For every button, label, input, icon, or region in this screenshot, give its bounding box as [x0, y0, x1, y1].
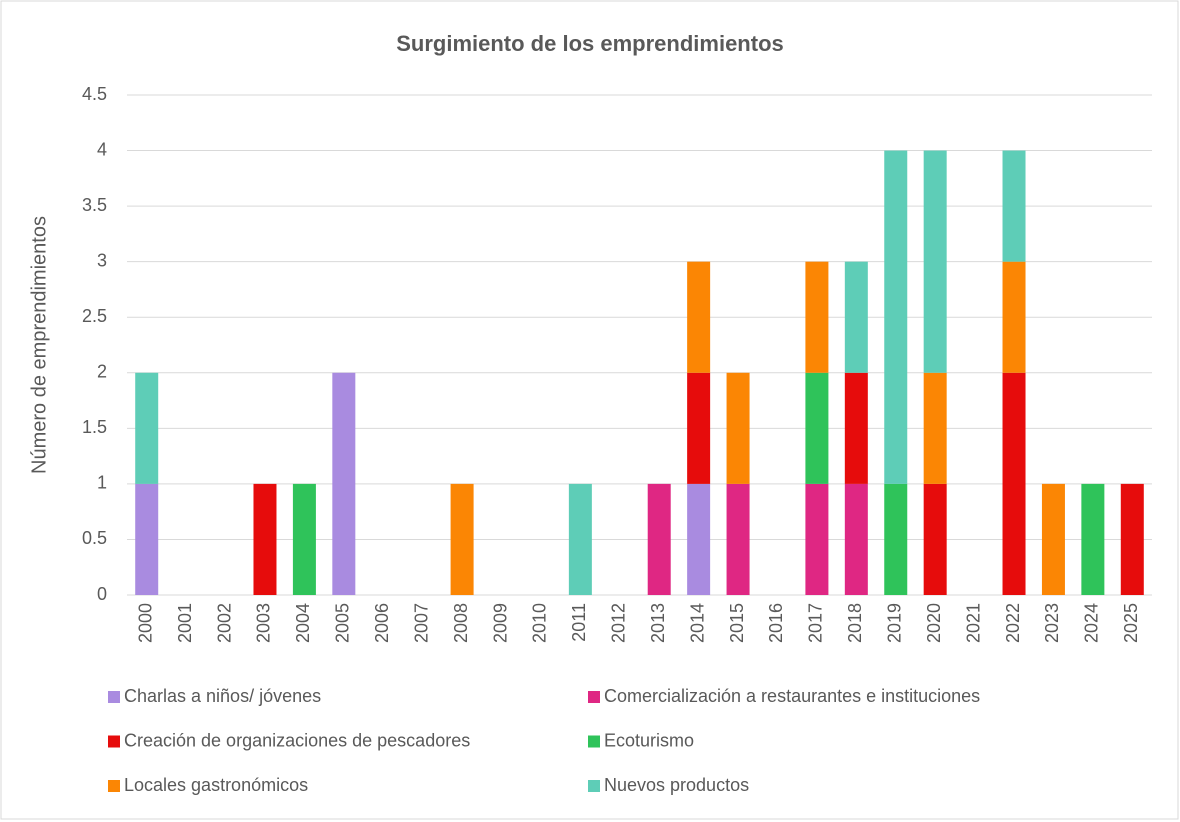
bar-segment [687, 372, 711, 484]
legend-label: Comercialización a restaurantes e instit… [604, 686, 980, 706]
bar-segment [687, 483, 711, 595]
bar-segment [805, 483, 829, 595]
bar-segment [1002, 261, 1026, 373]
x-tick-label: 2023 [1042, 603, 1062, 643]
bar-segment [253, 483, 277, 595]
bar-segment [1002, 150, 1026, 262]
y-tick-label: 1 [97, 473, 107, 493]
x-tick-label: 2001 [175, 603, 195, 643]
bar-segment [805, 261, 829, 373]
x-tick-label: 2024 [1082, 603, 1102, 643]
x-tick-label: 2025 [1121, 603, 1141, 643]
legend-label: Creación de organizaciones de pescadores [124, 730, 470, 750]
bar-segment [687, 261, 711, 373]
y-tick-label: 0 [97, 584, 107, 604]
x-tick-label: 2008 [451, 603, 471, 643]
x-tick-label: 2013 [648, 603, 668, 643]
y-tick-label: 2 [97, 362, 107, 382]
bar-segment [450, 483, 474, 595]
x-tick-label: 2012 [609, 603, 629, 643]
bar-segment [726, 483, 750, 595]
legend-swatch [588, 691, 600, 703]
legend-swatch [588, 780, 600, 792]
bar-segment [923, 372, 947, 484]
bar-segment [844, 261, 868, 373]
x-tick-label: 2006 [372, 603, 392, 643]
x-tick-label: 2017 [806, 603, 826, 643]
y-tick-label: 4 [97, 139, 107, 159]
bar-segment [884, 483, 908, 595]
y-tick-label: 3 [97, 250, 107, 270]
y-axis-label: Número de emprendimientos [28, 216, 50, 474]
x-tick-label: 2000 [135, 603, 155, 643]
x-tick-label: 2018 [845, 603, 865, 643]
y-tick-label: 2.5 [82, 306, 107, 326]
x-tick-label: 2005 [333, 603, 353, 643]
bar-segment [135, 483, 159, 595]
x-tick-label: 2003 [254, 603, 274, 643]
bar-segment [1002, 372, 1026, 595]
chart-title: Surgimiento de los emprendimientos [396, 31, 784, 56]
x-tick-label: 2021 [963, 603, 983, 643]
x-tick-label: 2020 [924, 603, 944, 643]
legend-label: Nuevos productos [604, 775, 749, 795]
x-tick-label: 2019 [885, 603, 905, 643]
bar-segment [332, 372, 356, 595]
bar-segment [647, 483, 671, 595]
y-tick-label: 0.5 [82, 528, 107, 548]
legend-label: Ecoturismo [604, 730, 694, 750]
bar-segment [726, 372, 750, 484]
bar-segment [135, 372, 159, 484]
x-tick-label: 2007 [411, 603, 431, 643]
legend-swatch [108, 780, 120, 792]
x-tick-label: 2022 [1003, 603, 1023, 643]
bar-segment [923, 150, 947, 373]
bar-segment [805, 372, 829, 484]
bar-segment [1081, 483, 1105, 595]
bar-segment [844, 372, 868, 484]
x-tick-label: 2016 [766, 603, 786, 643]
x-tick-label: 2009 [490, 603, 510, 643]
bar-segment [568, 483, 592, 595]
legend-label: Locales gastronómicos [124, 775, 308, 795]
y-tick-label: 3.5 [82, 195, 107, 215]
bar-segment [292, 483, 316, 595]
bar-segment [1120, 483, 1144, 595]
y-tick-label: 1.5 [82, 417, 107, 437]
bar-segment [884, 150, 908, 484]
y-tick-label: 4.5 [82, 84, 107, 104]
legend-swatch [108, 735, 120, 748]
x-tick-label: 2014 [687, 603, 707, 643]
x-tick-label: 2010 [530, 603, 550, 643]
bar-segment [844, 483, 868, 595]
legend-swatch [588, 735, 600, 748]
bar-segment [1041, 483, 1065, 595]
x-tick-label: 2015 [727, 603, 747, 643]
legend-swatch [108, 691, 120, 703]
bar-segment [923, 483, 947, 595]
x-tick-label: 2002 [214, 603, 234, 643]
x-tick-label: 2004 [293, 603, 313, 643]
x-tick-label: 2011 [569, 603, 589, 642]
legend-label: Charlas a niños/ jóvenes [124, 686, 321, 706]
